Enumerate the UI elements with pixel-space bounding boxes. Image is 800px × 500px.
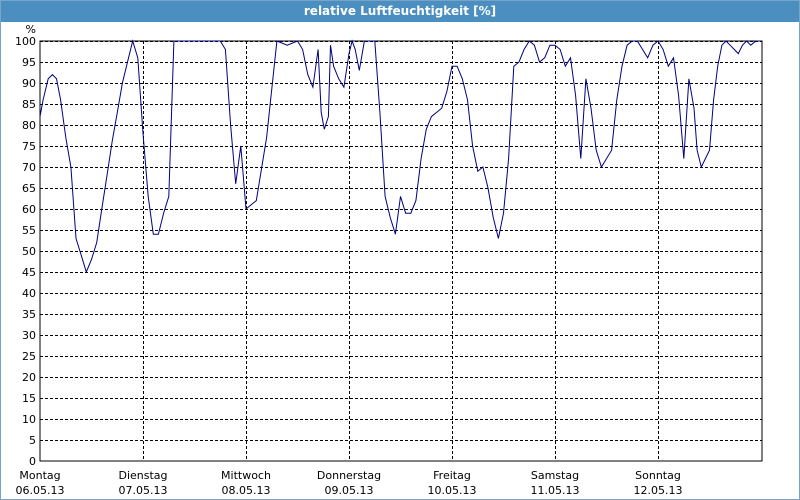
x-tick-date-label: 08.05.13 bbox=[222, 484, 271, 497]
y-tick-label: 75 bbox=[22, 140, 36, 153]
y-tick-label: 15 bbox=[22, 392, 36, 405]
x-tick-day-label: Sonntag bbox=[635, 469, 681, 482]
x-tick-date-label: 12.05.13 bbox=[634, 484, 683, 497]
y-tick-label: 85 bbox=[22, 98, 36, 111]
x-tick-date-label: 07.05.13 bbox=[119, 484, 168, 497]
y-tick-label: 20 bbox=[22, 371, 36, 384]
y-tick-label: 50 bbox=[22, 245, 36, 258]
y-tick-label: 5 bbox=[29, 434, 36, 447]
x-tick-day-label: Mittwoch bbox=[221, 469, 271, 482]
x-tick-day-label: Samstag bbox=[531, 469, 579, 482]
y-tick-label: 55 bbox=[22, 224, 36, 237]
x-tick-date-label: 10.05.13 bbox=[428, 484, 477, 497]
y-tick-label: 95 bbox=[22, 56, 36, 69]
x-tick-date-label: 09.05.13 bbox=[325, 484, 374, 497]
y-tick-label: 25 bbox=[22, 350, 36, 363]
x-tick-day-label: Donnerstag bbox=[317, 469, 381, 482]
y-tick-label: 35 bbox=[22, 308, 36, 321]
x-tick-date-label: 11.05.13 bbox=[531, 484, 580, 497]
y-tick-label: 70 bbox=[22, 161, 36, 174]
x-tick-date-label: 06.05.13 bbox=[16, 484, 65, 497]
window-title: relative Luftfeuchtigkeit [%] bbox=[1, 1, 799, 22]
x-tick-day-label: Dienstag bbox=[118, 469, 167, 482]
grid bbox=[40, 41, 762, 461]
y-tick-label: 10 bbox=[22, 413, 36, 426]
y-tick-label: 100 bbox=[15, 35, 36, 48]
y-tick-label: 90 bbox=[22, 77, 36, 90]
y-tick-label: 40 bbox=[22, 287, 36, 300]
y-tick-label: 65 bbox=[22, 182, 36, 195]
x-axis-ticks: Montag 06.05.13 Dienstag 07.05.13 Mittwoch 08… bbox=[16, 469, 683, 497]
humidity-series-line bbox=[39, 39, 761, 274]
x-tick-day-label: Montag bbox=[19, 469, 60, 482]
y-axis-ticks: 0 5 10 15 20 25 30 35 40 45 50 55 60 65 70 75 80 85 90 95 10… bbox=[15, 35, 36, 468]
y-tick-label: 45 bbox=[22, 266, 36, 279]
y-tick-label: 0 bbox=[29, 455, 36, 468]
y-axis-unit-label: % bbox=[26, 23, 36, 36]
y-tick-label: 60 bbox=[22, 203, 36, 216]
plot-area-frame bbox=[39, 40, 763, 462]
y-tick-label: 80 bbox=[22, 119, 36, 132]
y-tick-label: 30 bbox=[22, 329, 36, 342]
x-tick-day-label: Freitag bbox=[433, 469, 471, 482]
